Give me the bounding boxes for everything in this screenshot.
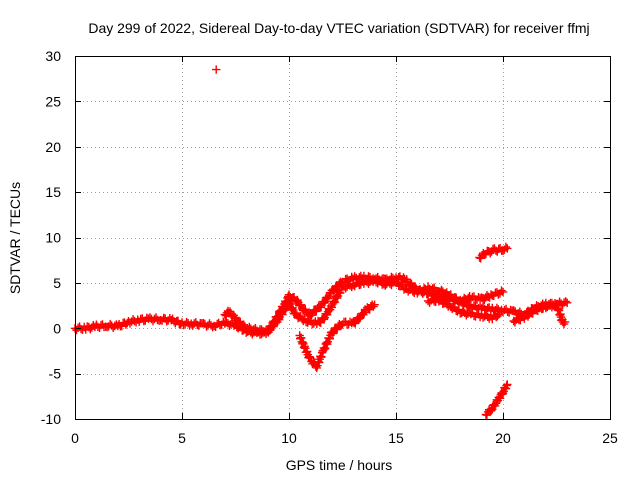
- data-point: [351, 319, 360, 328]
- series-low-segment: [481, 380, 512, 420]
- data-point: [494, 290, 503, 299]
- series-late-dip: [423, 294, 503, 324]
- data-point: [408, 287, 417, 296]
- x-tick-label: 20: [495, 430, 511, 446]
- data-point: [503, 380, 512, 389]
- data-point: [489, 291, 498, 300]
- series-end-segment: [509, 299, 570, 329]
- data-point: [252, 326, 262, 335]
- x-tick-labels: 0 5 10 15 20 25: [71, 430, 618, 446]
- data-point: [370, 300, 379, 309]
- data-point: [274, 314, 283, 323]
- data-point: [301, 305, 310, 314]
- data-point: [316, 318, 325, 327]
- series-upper-branch: [220, 275, 508, 337]
- y-tick-label: 5: [53, 275, 61, 291]
- x-tick-label: 15: [388, 430, 404, 446]
- data-point: [316, 303, 326, 312]
- data-point: [417, 288, 426, 297]
- data-point: [336, 288, 345, 298]
- data-point: [560, 317, 570, 327]
- y-tick-label: 10: [45, 230, 61, 246]
- data-point: [278, 310, 287, 319]
- data-point: [435, 295, 445, 304]
- data-point: [231, 313, 240, 322]
- y-tick-label: 15: [45, 184, 61, 200]
- data-point: [312, 307, 321, 316]
- data-point: [563, 298, 572, 307]
- data-point: [561, 297, 570, 306]
- data-point: [311, 362, 320, 371]
- y-tick-label: -5: [49, 366, 62, 382]
- data-point: [280, 306, 290, 315]
- series-outlier: [212, 65, 221, 74]
- y-tick-label: 30: [45, 48, 61, 64]
- data-point: [497, 286, 506, 295]
- data-point: [371, 278, 381, 287]
- x-tick-label: 5: [178, 430, 186, 446]
- data-point: [487, 406, 496, 415]
- data-point: [498, 287, 508, 297]
- data-point: [296, 300, 306, 309]
- data-point: [212, 65, 221, 74]
- series-dip-branch: [295, 300, 379, 373]
- y-tick-label: 0: [53, 320, 61, 336]
- data-marks: [70, 65, 572, 420]
- chart-title: Day 299 of 2022, Sidereal Day-to-day VTE…: [88, 20, 589, 36]
- data-point: [493, 312, 502, 321]
- data-point: [306, 354, 315, 363]
- data-point: [402, 275, 411, 284]
- data-point: [355, 273, 364, 282]
- data-point: [509, 306, 518, 315]
- data-point: [445, 299, 454, 308]
- data-point: [327, 303, 336, 312]
- data-point: [332, 325, 342, 334]
- data-point: [476, 254, 485, 263]
- data-point: [501, 242, 511, 252]
- data-point: [494, 310, 503, 319]
- y-axis-label: SDTVAR / TECUs: [7, 182, 23, 294]
- y-tick-label: 20: [45, 139, 61, 155]
- y-tick-label: -10: [41, 411, 61, 427]
- grid: [75, 56, 610, 419]
- data-point: [319, 298, 329, 308]
- y-tick-label: 25: [45, 93, 61, 109]
- data-point: [541, 303, 550, 313]
- data-point: [482, 411, 492, 420]
- data-point: [528, 309, 537, 318]
- x-tick-label: 10: [281, 430, 297, 446]
- data-point: [457, 298, 466, 307]
- x-tick-label: 0: [71, 430, 79, 446]
- data-point: [355, 314, 364, 323]
- x-tick-label: 25: [602, 430, 618, 446]
- series-high-segment: [475, 242, 512, 263]
- data-point: [162, 317, 171, 326]
- x-axis-label: GPS time / hours: [286, 457, 393, 473]
- data-point: [406, 278, 415, 288]
- axis-ticks: [75, 56, 611, 420]
- y-tick-labels: -10 -5 0 5 10 15 20 25 30: [41, 48, 61, 427]
- data-point: [503, 244, 512, 253]
